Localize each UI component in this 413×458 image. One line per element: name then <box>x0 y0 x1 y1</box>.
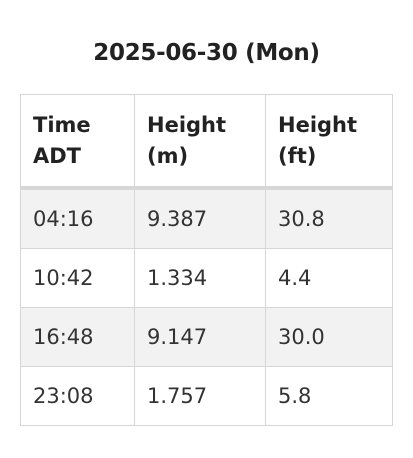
header-row: Time ADT Height (m) Height (ft) <box>20 94 393 190</box>
table-header: Time ADT Height (m) Height (ft) <box>20 94 393 190</box>
table-row: 04:16 9.387 30.8 <box>20 187 393 249</box>
cell-height-ft: 4.4 <box>265 248 393 308</box>
cell-height-m: 9.147 <box>134 307 266 367</box>
header-time: Time ADT <box>20 94 135 190</box>
cell-time: 23:08 <box>20 366 135 426</box>
cell-time: 10:42 <box>20 248 135 308</box>
table-caption: 2025-06-30 (Mon) <box>93 40 320 66</box>
cell-height-ft: 5.8 <box>265 366 393 426</box>
tide-table: Time ADT Height (m) Height (ft) 04:16 9.… <box>20 94 393 426</box>
table-row: 16:48 9.147 30.0 <box>20 307 393 367</box>
cell-time: 16:48 <box>20 307 135 367</box>
table-row: 23:08 1.757 5.8 <box>20 366 393 426</box>
cell-height-m: 9.387 <box>134 187 266 249</box>
table-body: 04:16 9.387 30.8 10:42 1.334 4.4 16:48 9… <box>20 187 393 426</box>
cell-height-ft: 30.0 <box>265 307 393 367</box>
cell-height-m: 1.757 <box>134 366 266 426</box>
cell-height-m: 1.334 <box>134 248 266 308</box>
header-height-m: Height (m) <box>134 94 266 190</box>
table-row: 10:42 1.334 4.4 <box>20 248 393 308</box>
header-height-ft: Height (ft) <box>265 94 393 190</box>
cell-time: 04:16 <box>20 187 135 249</box>
cell-height-ft: 30.8 <box>265 187 393 249</box>
